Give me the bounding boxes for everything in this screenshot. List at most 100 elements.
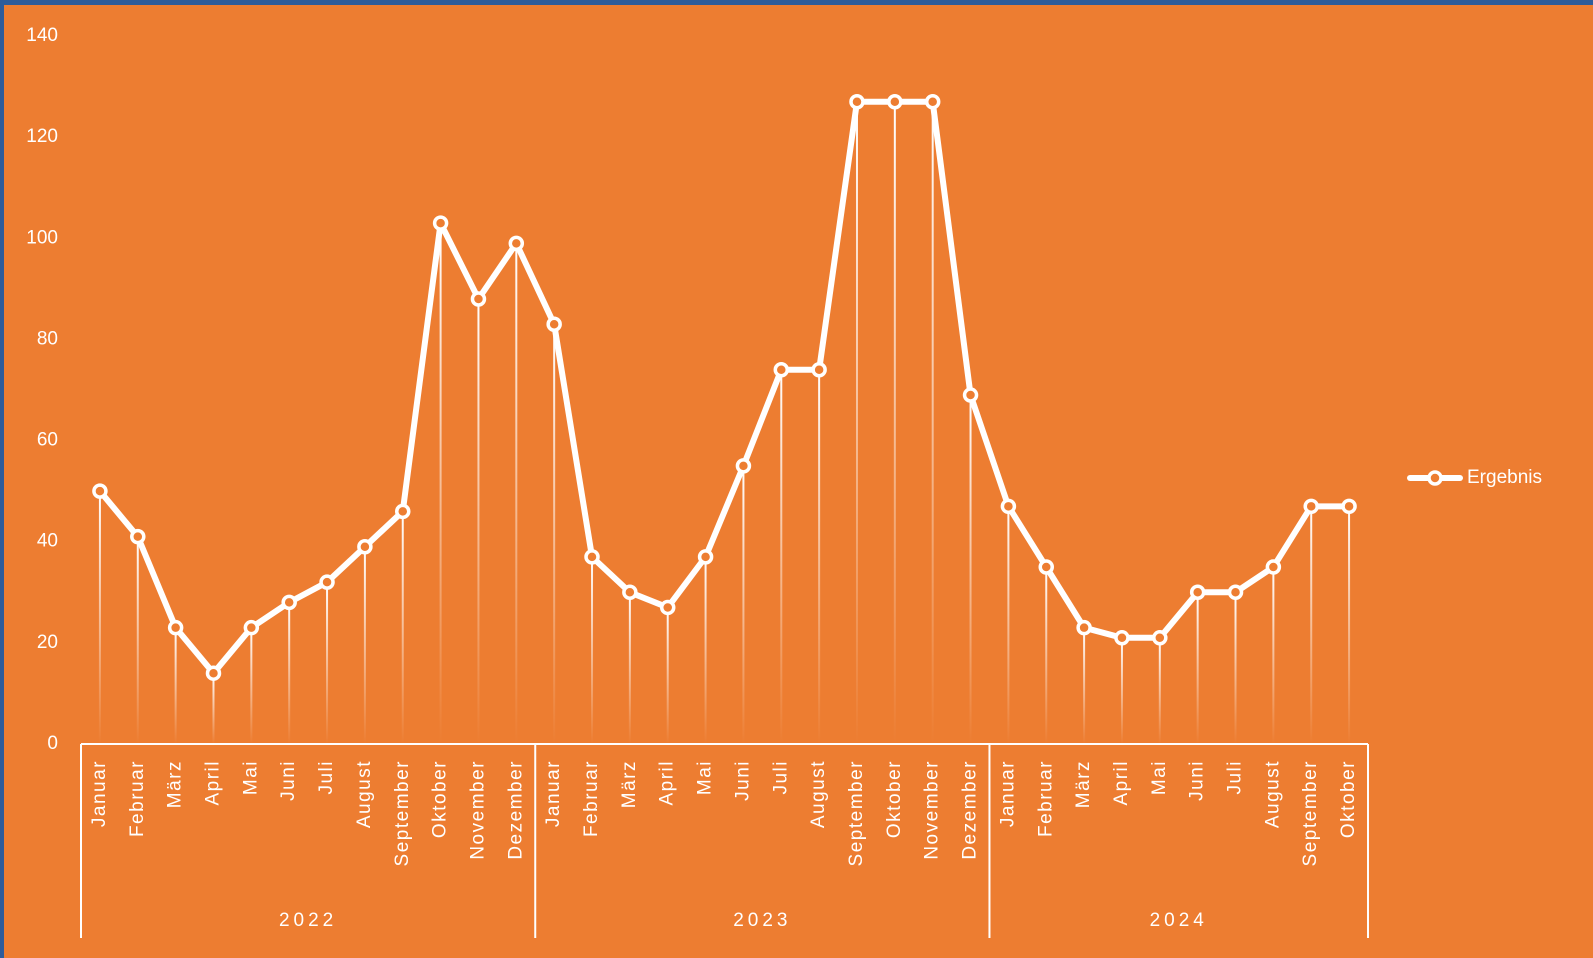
x-tick-label: Juli (770, 760, 791, 795)
y-tick-label: 40 (37, 531, 58, 552)
point-marker (1038, 559, 1054, 575)
x-tick-label: März (619, 760, 640, 808)
point-marker (508, 235, 525, 252)
frame-top (0, 0, 1593, 5)
drop-line (326, 582, 329, 744)
point-marker (92, 483, 108, 499)
point-marker (205, 665, 222, 681)
drop-line (250, 627, 253, 744)
x-tick-label: Februar (127, 760, 148, 837)
y-tick-label: 20 (37, 632, 58, 653)
drop-line (780, 369, 783, 744)
drop-line (855, 101, 858, 744)
point-marker (1227, 584, 1244, 601)
point-marker (432, 215, 449, 231)
point-marker (622, 584, 638, 601)
x-tick-label: Oktober (430, 760, 451, 838)
x-tick-label: April (203, 760, 224, 806)
drop-line (1007, 506, 1010, 744)
x-tick-label: Oktober (1338, 760, 1359, 838)
point-marker (1000, 498, 1017, 515)
point-marker (849, 93, 865, 110)
x-tick-label: November (922, 760, 943, 860)
point-marker (773, 362, 790, 378)
drop-line (553, 324, 556, 744)
x-tick-label: Juni (278, 760, 299, 801)
drop-line (439, 223, 442, 745)
point-marker (811, 362, 827, 378)
frame-left (0, 0, 4, 958)
y-tick-label: 80 (37, 328, 58, 349)
x-tick-label: Juli (1225, 760, 1246, 795)
drop-line (704, 556, 707, 744)
point-marker (962, 387, 979, 403)
x-tick-label: Mai (695, 760, 716, 795)
drop-line (591, 556, 594, 744)
x-tick-label: April (1111, 760, 1132, 806)
point-marker (1189, 584, 1206, 601)
drop-line (98, 491, 101, 744)
drop-line (1158, 637, 1161, 744)
drop-line (1196, 592, 1199, 744)
drop-line (628, 592, 631, 744)
point-marker (584, 549, 600, 565)
x-tick-label: Dezember (960, 760, 981, 860)
x-tick-label: Juni (732, 760, 753, 801)
point-marker (395, 503, 411, 520)
drop-line (174, 627, 177, 744)
x-tick-label: Januar (997, 760, 1018, 827)
x-tick-label: Juli (316, 760, 337, 795)
x-tick-label: Oktober (884, 760, 905, 838)
point-marker (470, 291, 487, 307)
drop-line (666, 607, 669, 744)
x-tick-label: März (165, 760, 186, 808)
x-tick-label: April (657, 760, 678, 806)
drop-line (515, 243, 518, 745)
x-tick-label: September (1300, 760, 1321, 866)
group-label: 2024 (1150, 910, 1208, 931)
point-marker (1303, 498, 1319, 515)
x-tick-label: Januar (89, 760, 110, 827)
y-tick-label: 100 (26, 227, 58, 248)
group-label: 2022 (279, 910, 337, 931)
drop-line (818, 369, 821, 744)
point-marker (887, 93, 903, 110)
y-tick-label: 60 (37, 430, 58, 451)
point-marker (130, 528, 146, 545)
legend-label: Ergebnis (1467, 467, 1542, 488)
point-marker (546, 316, 562, 333)
series-line (97, 98, 1350, 677)
point-marker (924, 93, 941, 110)
drop-line (893, 101, 896, 744)
x-tick-label: August (1262, 760, 1283, 828)
x-tick-label: März (1073, 760, 1094, 808)
drop-line (1348, 506, 1351, 744)
x-tick-label: August (354, 760, 375, 828)
x-tick-label: Mai (240, 760, 261, 795)
point-marker (357, 539, 373, 555)
drop-line (363, 546, 366, 744)
drop-line (931, 101, 934, 744)
point-marker (319, 574, 335, 590)
point-marker (659, 599, 676, 616)
point-marker (735, 458, 752, 474)
x-tick-label: November (467, 760, 488, 860)
y-tick-label: 0 (47, 733, 58, 754)
legend-marker (1427, 470, 1443, 486)
x-tick-label: Juni (1187, 760, 1208, 801)
drop-line (1083, 627, 1086, 744)
group-label: 2023 (733, 910, 791, 931)
point-marker (281, 594, 297, 611)
drop-line (288, 602, 291, 744)
x-tick-label: September (392, 760, 413, 866)
point-marker (697, 549, 714, 565)
x-tick-label: Dezember (505, 760, 526, 860)
drop-line (1310, 506, 1313, 744)
drop-line (477, 298, 480, 744)
point-marker (1341, 498, 1357, 515)
drop-line (969, 395, 972, 744)
point-marker (1076, 619, 1092, 636)
drop-line (742, 465, 745, 744)
drop-line (1045, 567, 1048, 744)
